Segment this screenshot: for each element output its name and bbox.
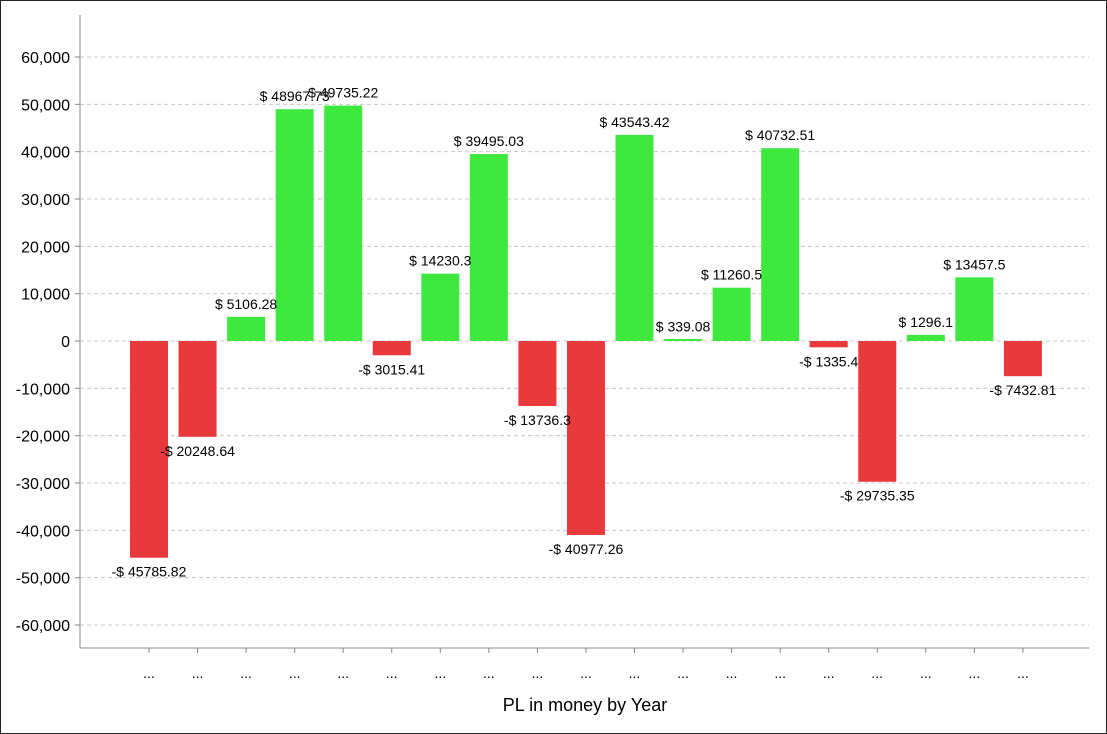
data-label: $ 48967.73 <box>260 88 330 104</box>
y-tick-label: 60,000 <box>21 50 70 67</box>
x-tick-label: ... <box>580 665 592 681</box>
bar <box>906 334 945 341</box>
bar <box>275 109 314 341</box>
bar <box>518 341 557 407</box>
x-tick-label: ... <box>386 665 398 681</box>
x-tick-label: ... <box>871 665 883 681</box>
bar <box>1003 341 1042 377</box>
bar <box>761 148 800 341</box>
data-label: $ 43543.42 <box>599 114 669 130</box>
y-tick-label: -60,000 <box>16 618 70 635</box>
data-label: $ 14230.3 <box>409 253 471 269</box>
bar <box>130 341 168 558</box>
data-label: $ 339.08 <box>656 318 711 334</box>
bar <box>178 341 217 437</box>
x-tick-label: ... <box>629 665 641 681</box>
bar <box>421 273 460 341</box>
y-tick-label: 50,000 <box>21 97 70 114</box>
y-tick-label: -30,000 <box>16 476 70 493</box>
bar <box>469 154 508 341</box>
x-axis-ticks: ........................................… <box>143 648 1029 681</box>
data-label: $ 49735.22 <box>308 85 378 101</box>
bar <box>955 277 994 341</box>
y-tick-label: 40,000 <box>21 145 70 162</box>
y-tick-label: -10,000 <box>16 381 70 398</box>
y-tick-label: -20,000 <box>16 429 70 446</box>
data-label: -$ 29735.35 <box>840 488 915 504</box>
x-tick-label: ... <box>240 665 252 681</box>
y-tick-label: 10,000 <box>21 287 70 304</box>
y-tick-label: 0 <box>61 334 70 351</box>
data-label: $ 5106.28 <box>215 296 277 312</box>
bar <box>809 341 848 348</box>
data-label: $ 13457.5 <box>943 256 1005 272</box>
data-labels: -$ 45785.82 -$ 20248.64 $ 5106.28 $ 48967.7… <box>112 85 1057 580</box>
x-tick-label: ... <box>483 665 495 681</box>
bar <box>566 341 605 535</box>
x-tick-label: ... <box>143 665 155 681</box>
x-tick-label: ... <box>337 665 349 681</box>
data-label: -$ 13736.3 <box>504 412 571 428</box>
data-label: -$ 3015.41 <box>358 361 425 377</box>
x-tick-label: ... <box>532 665 544 681</box>
bar <box>712 287 751 341</box>
x-tick-label: ... <box>823 665 835 681</box>
x-tick-label: ... <box>677 665 689 681</box>
data-label: $ 40732.51 <box>745 127 815 143</box>
bar <box>664 339 703 341</box>
data-label: -$ 20248.64 <box>160 443 235 459</box>
axes <box>79 15 1089 649</box>
x-tick-label: ... <box>1017 665 1029 681</box>
bar <box>615 134 654 341</box>
bar <box>372 341 411 356</box>
x-axis-title: PL in money by Year <box>503 695 667 715</box>
data-label: -$ 45785.82 <box>112 564 187 580</box>
y-tick-label: -40,000 <box>16 523 70 540</box>
y-tick-label: -50,000 <box>16 571 70 588</box>
data-label: $ 11260.5 <box>701 267 762 283</box>
data-label: $ 39495.03 <box>454 133 524 149</box>
x-tick-label: ... <box>434 665 446 681</box>
bar <box>227 316 266 341</box>
bar <box>324 105 363 341</box>
data-label: -$ 7432.81 <box>989 382 1056 398</box>
x-tick-label: ... <box>969 665 981 681</box>
data-label: -$ 40977.26 <box>549 541 624 557</box>
x-tick-label: ... <box>774 665 786 681</box>
data-label: $ 1296.1 <box>899 314 954 330</box>
y-axis-ticks: 60,000 50,000 40,000 30,000 20,000 10,000 0 -10… <box>16 50 80 635</box>
x-tick-label: ... <box>192 665 204 681</box>
y-tick-label: 30,000 <box>21 192 70 209</box>
bars <box>130 105 1042 558</box>
data-label: -$ 1335.4 <box>799 353 858 369</box>
x-tick-label: ... <box>289 665 301 681</box>
bar <box>858 341 897 482</box>
x-tick-label: ... <box>920 665 932 681</box>
y-tick-label: 20,000 <box>21 239 70 256</box>
x-tick-label: ... <box>726 665 738 681</box>
